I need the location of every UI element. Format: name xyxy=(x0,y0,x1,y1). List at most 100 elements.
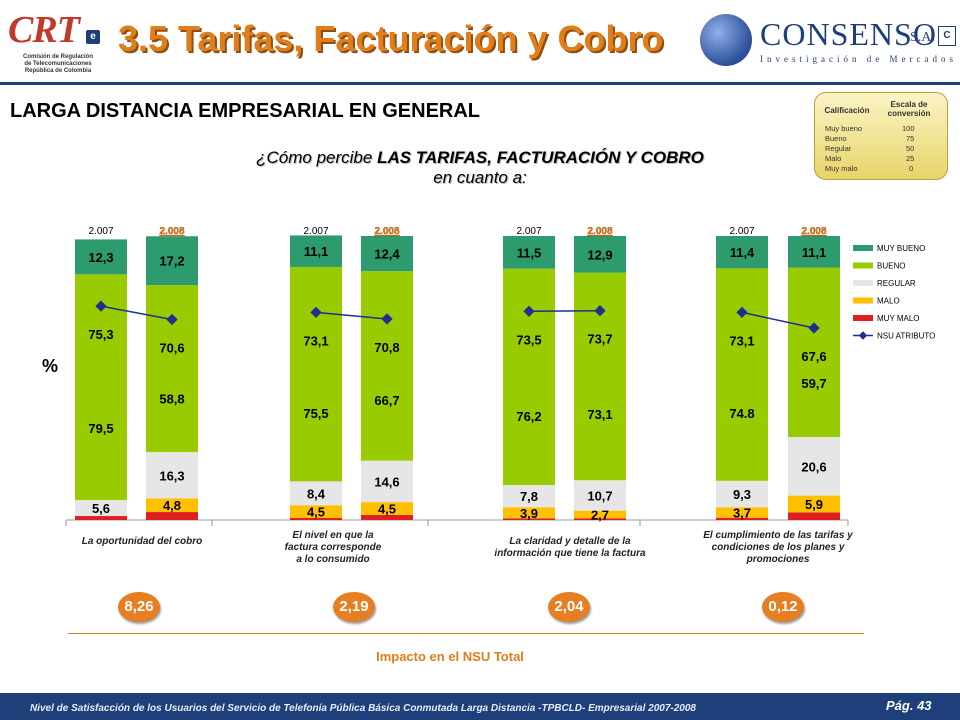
bar-segment-muy-bueno xyxy=(146,236,198,286)
impact-badge: 0,12 xyxy=(762,592,804,622)
data-label: 73,1 xyxy=(587,407,612,422)
conversion-label: Bueno xyxy=(825,134,847,143)
year-label: 2.007 xyxy=(516,226,541,237)
crt-logo-line: de Telecomunicaciones xyxy=(24,61,92,67)
data-label: 4,5 xyxy=(307,505,325,520)
data-label: 5,9 xyxy=(805,497,823,512)
data-label: 16,3 xyxy=(159,468,184,483)
chart-question: ¿Cómo percibe LAS TARIFAS, FACTURACIÓN Y… xyxy=(200,148,760,188)
nsu-line xyxy=(528,309,601,313)
nsu-line xyxy=(741,311,815,329)
legend-marker xyxy=(858,331,868,340)
bar-segment-muy-bueno xyxy=(574,236,626,273)
conversion-value: 75 xyxy=(906,134,915,143)
nsu-label: 70,8 xyxy=(374,340,399,355)
nsu-point xyxy=(594,305,606,317)
bar-segment-regular xyxy=(716,480,768,508)
bar-segment-regular xyxy=(75,500,127,517)
data-label: 11,5 xyxy=(517,245,542,260)
consenso-logo: CONSENSO S.A. Investigación de Mercados … xyxy=(700,8,958,78)
footer-text: Nivel de Satisfacción de los Usuarios de… xyxy=(30,703,696,714)
bar-segment-malo xyxy=(503,507,555,519)
legend-swatch xyxy=(853,315,873,321)
bar-segment-malo xyxy=(146,498,198,513)
conversion-value: 0 xyxy=(909,164,914,173)
bar-segment-muy-bueno xyxy=(503,236,555,269)
bar-segment-muy-malo xyxy=(361,514,413,520)
bar-segment-muy-malo xyxy=(75,516,127,520)
data-label: 58,8 xyxy=(159,392,184,407)
data-label: 11,1 xyxy=(304,244,329,259)
data-label: 14,6 xyxy=(374,474,399,489)
bar-segment-bueno xyxy=(788,267,840,438)
section-title: LARGA DISTANCIA EMPRESARIAL EN GENERAL xyxy=(10,100,481,122)
footer-bar xyxy=(0,693,960,720)
question-bold: LAS TARIFAS, FACTURACIÓN Y COBRO xyxy=(377,148,704,167)
nsu-label: 73,1 xyxy=(303,333,328,348)
data-label: 75,5 xyxy=(303,406,328,421)
nsu-label: 73,1 xyxy=(729,333,754,348)
page-number: Pág. 43 xyxy=(886,698,932,713)
legend-label: REGULAR xyxy=(877,279,916,288)
bar-segment-muy-bueno xyxy=(361,236,413,272)
legend-label: MALO xyxy=(877,297,900,306)
legend-label: MUY MALO xyxy=(877,314,920,323)
bar-segment-regular xyxy=(503,485,555,508)
data-label: 11,1 xyxy=(802,245,827,260)
bar-segment-muy-malo xyxy=(290,518,342,520)
bar-segment-bueno xyxy=(146,285,198,453)
year-label: 2.007 xyxy=(729,226,754,237)
legend-label: NSU ATRIBUTO xyxy=(877,332,935,341)
legend-swatch xyxy=(853,262,873,269)
year-label: 2.008 xyxy=(159,226,184,237)
data-label: 4,5 xyxy=(378,501,396,516)
impact-divider xyxy=(68,633,864,634)
conversion-value: 100 xyxy=(902,124,915,133)
year-label: 2.007 xyxy=(88,226,113,237)
conversion-value: 25 xyxy=(906,154,915,163)
bar-segment-muy-malo xyxy=(788,512,840,520)
globe-icon xyxy=(700,14,752,66)
bar-segment-bueno xyxy=(75,274,127,501)
legend-label: MUY BUENO xyxy=(877,244,925,253)
bar-segment-muy-malo xyxy=(574,518,626,520)
category-label: El nivel en que la factura corresponde a… xyxy=(284,530,382,565)
year-label: 2.008 xyxy=(587,226,612,237)
nsu-label: 73,5 xyxy=(516,332,541,347)
data-label: 11,4 xyxy=(730,245,755,260)
conversion-value: 50 xyxy=(906,144,915,153)
bar-segment-regular xyxy=(788,437,840,496)
data-label: 5,6 xyxy=(92,501,110,516)
data-label: 66,7 xyxy=(374,393,399,408)
impact-badge: 2,19 xyxy=(333,592,375,622)
data-label: 3,9 xyxy=(520,506,538,521)
crt-logo-line: República de Colombia xyxy=(24,68,92,74)
bar-segment-bueno xyxy=(361,271,413,461)
crt-logo-line: Comisión de Regulación xyxy=(22,54,93,60)
category-label: La oportunidad del cobro xyxy=(81,536,203,547)
crt-logo-word: CRT xyxy=(8,9,80,51)
page-title: 3.5 Tarifas, Facturación y Cobro xyxy=(118,18,664,59)
year-label: 2.007 xyxy=(303,226,328,237)
conversion-header: Calificación xyxy=(824,106,870,115)
percent-axis-label: % xyxy=(42,356,59,376)
data-label: 79,5 xyxy=(88,421,113,436)
data-label: 76,2 xyxy=(516,409,541,424)
header-divider xyxy=(0,82,960,85)
bar-segment-muy-malo xyxy=(146,512,198,520)
data-label: 12,3 xyxy=(88,250,113,265)
bar-segment-malo xyxy=(788,495,840,513)
bar-segment-regular xyxy=(574,480,626,511)
data-label: 12,4 xyxy=(374,247,400,262)
stacked-bar-chart: 5,6 79,5 12,3 2.007 75,3 4,8 16,3 58,8 17,2 2.008… xyxy=(65,226,935,526)
impact-title: Impacto en el NSU Total xyxy=(376,649,524,664)
bar-segment-bueno xyxy=(716,268,768,481)
nsu-label: 73,7 xyxy=(587,332,612,347)
conversion-label: Muy malo xyxy=(825,164,858,173)
question-prefix: ¿Cómo percibe xyxy=(256,148,378,167)
year-label: 2.008 xyxy=(374,226,399,237)
category-label: El cumplimiento de las tarifas y condici… xyxy=(703,530,853,565)
conversion-label: Muy bueno xyxy=(825,124,863,133)
data-label: 9,3 xyxy=(733,487,751,502)
bar-segment-muy-bueno xyxy=(75,239,127,275)
